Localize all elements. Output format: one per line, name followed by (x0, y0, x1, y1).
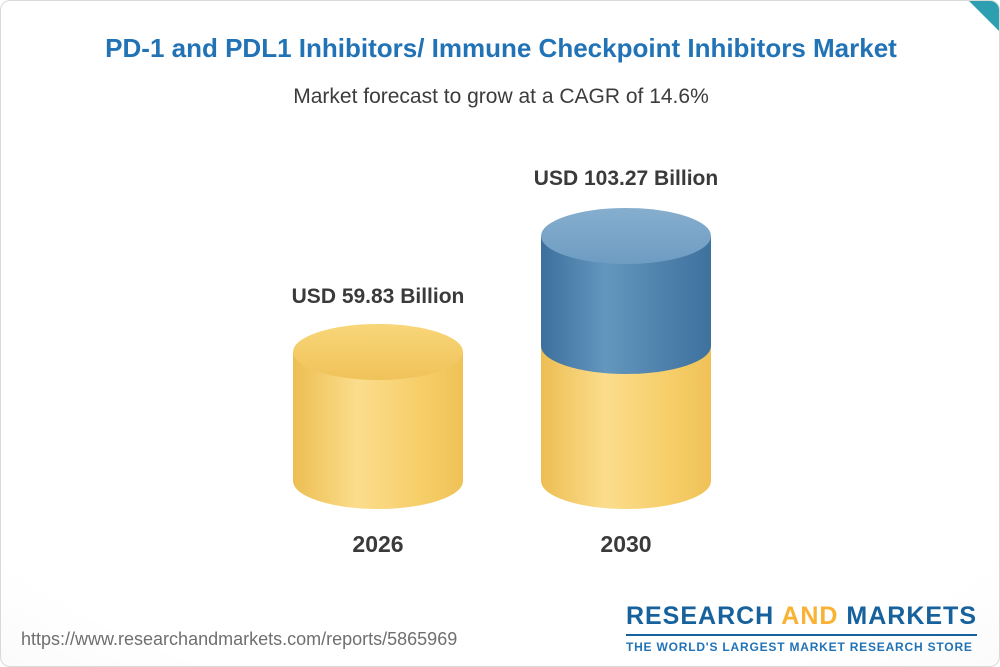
logo-tagline: THE WORLD'S LARGEST MARKET RESEARCH STOR… (625, 634, 977, 654)
research-and-markets-logo: RESEARCH AND MARKETS THE WORLD'S LARGEST… (625, 602, 977, 654)
logo-wordmark: RESEARCH AND MARKETS (626, 602, 977, 631)
page-title: PD-1 and PDL1 Inhibitors/ Immune Checkpo… (105, 33, 897, 63)
logo-word-research: RESEARCH (625, 602, 775, 630)
corner-fold-accent (969, 1, 999, 31)
bar-2030-cylinder (541, 208, 711, 509)
logo-word-markets: MARKETS (846, 602, 977, 630)
page-subtitle: Market forecast to grow at a CAGR of 14.… (293, 85, 709, 108)
bar-2026-top-ellipse (293, 324, 463, 380)
bar-2026-cylinder (293, 324, 463, 509)
axis-label-2030: 2030 (600, 531, 652, 557)
logo-word-and: AND (781, 602, 839, 630)
report-url-link[interactable]: https://www.researchandmarkets.com/repor… (21, 629, 458, 649)
value-label-2026: USD 59.83 Billion (291, 285, 465, 308)
bar-2030-top-ellipse (541, 208, 711, 264)
axis-label-2026: 2026 (352, 531, 404, 557)
value-label-2030: USD 103.27 Billion (533, 167, 719, 190)
